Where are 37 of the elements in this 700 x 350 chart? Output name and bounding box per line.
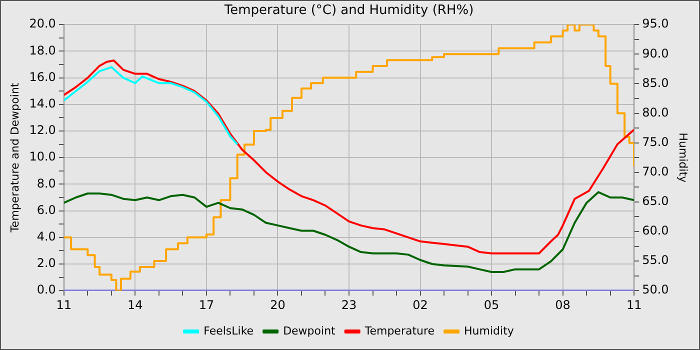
y-tick-label: 12.0 [29, 123, 56, 138]
y-tick-label: 16.0 [29, 70, 56, 84]
y2-tick-label: 50.0 [642, 282, 669, 297]
x-tick-label: 11 [56, 298, 72, 312]
y2-tick-label: 55.0 [642, 253, 669, 268]
y2-tick-label: 90.0 [642, 46, 669, 60]
y-tick-label: 20.0 [29, 16, 56, 31]
y2-tick-label: 80.0 [642, 105, 669, 120]
y-tick-label: 8.0 [36, 176, 56, 190]
x-tick-label: 14 [128, 298, 143, 312]
y-tick-label: 6.0 [36, 202, 56, 217]
y-tick-label: 4.0 [36, 230, 56, 244]
y2-tick-label: 65.0 [642, 194, 669, 208]
y-tick-label: 10.0 [29, 150, 56, 164]
y2-tick-label: 75.0 [642, 134, 669, 149]
legend-label: Dewpoint [283, 324, 336, 338]
x-tick-label: 17 [198, 298, 214, 312]
x-tick-label: 20 [270, 298, 286, 312]
y-tick-label: 14.0 [29, 96, 56, 111]
chart-title: Temperature (°C) and Humidity (RH%) [223, 3, 474, 18]
x-tick-label: 02 [412, 298, 428, 312]
y2-tick-label: 95.0 [642, 16, 669, 31]
y-axis-title: Temperature and Dewpoint [8, 82, 22, 234]
y-tick-label: 18.0 [29, 43, 56, 58]
y2-axis-title: Humidity [676, 132, 690, 184]
x-tick-label: 23 [341, 298, 357, 312]
y-tick-label: 2.0 [36, 256, 56, 270]
x-tick-label: 05 [484, 298, 500, 312]
y2-tick-label: 60.0 [642, 224, 669, 238]
legend-label: Temperature [364, 324, 435, 338]
y-tick-label: 0.0 [36, 282, 56, 297]
legend-label: Humidity [464, 324, 514, 338]
x-tick-label: 11 [626, 298, 642, 312]
y2-tick-label: 70.0 [642, 164, 669, 179]
y2-tick-label: 85.0 [642, 76, 669, 90]
x-tick-label: 08 [555, 298, 570, 312]
legend-label: FeelsLike [204, 324, 254, 338]
